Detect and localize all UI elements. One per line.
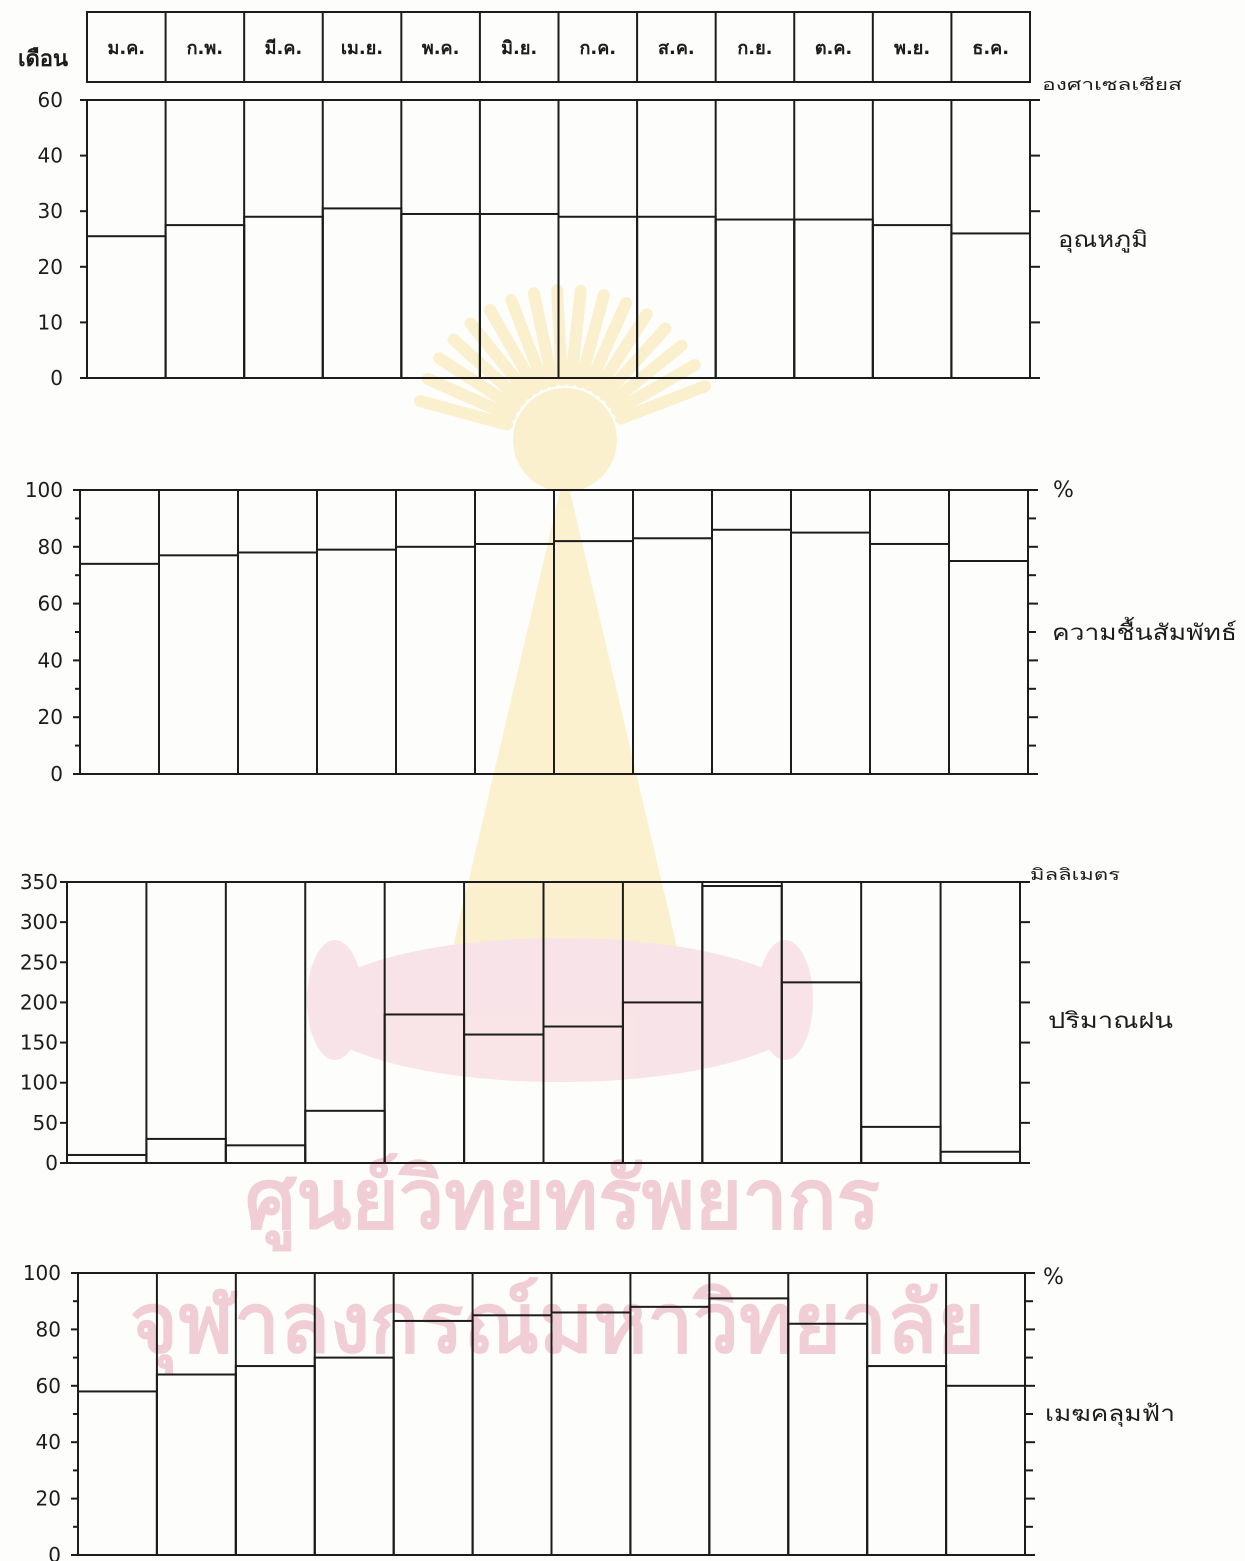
- x-axis-label: เดือน: [18, 47, 68, 72]
- emblem-ray: [574, 289, 610, 389]
- emblem-ray: [447, 333, 527, 406]
- emblem-ray: [505, 293, 550, 390]
- emblem-left-ornament: [307, 940, 363, 1060]
- month-label: ก.พ.: [187, 38, 223, 59]
- emblem-halo: [513, 388, 617, 492]
- y-tick-label: 250: [20, 950, 58, 974]
- y-tick-label: 0: [48, 1543, 61, 1561]
- emblem-base: [310, 938, 810, 1082]
- month-label: ส.ค.: [658, 38, 695, 59]
- y-tick-label: 40: [36, 1430, 61, 1454]
- emblem-ray: [599, 322, 672, 402]
- month-header: ม.ค. ก.พ. มี.ค. เม.ย. พ.ค. มิ.ย. ก.ค. ส.ค. ก.ย. ต…: [86, 11, 1031, 83]
- y-tick-label: 60: [38, 592, 63, 616]
- month-label: ก.ย.: [737, 38, 772, 59]
- emblem-ray: [527, 287, 559, 388]
- y-tick-label: 150: [20, 1031, 58, 1055]
- y-tick-label: 300: [20, 910, 58, 934]
- month-label: ม.ค.: [107, 38, 145, 59]
- month-label: มิ.ย.: [501, 38, 537, 59]
- y-tick-label: 30: [38, 199, 63, 223]
- y-tick-label: 20: [36, 1487, 61, 1511]
- month-label: เม.ย.: [341, 38, 383, 59]
- y-tick-label: 100: [23, 1261, 61, 1285]
- emblem-ray: [414, 395, 514, 431]
- y-tick-label: 100: [20, 1071, 58, 1095]
- series-label: อุณหภูมิ: [1058, 228, 1148, 253]
- emblem-ray: [583, 296, 633, 392]
- y-tick-label: 80: [36, 1317, 61, 1341]
- month-label: ก.ค.: [579, 38, 616, 59]
- y-tick-label: 40: [38, 648, 63, 672]
- emblem-ray: [433, 352, 521, 414]
- y-tick-label: 0: [50, 762, 63, 786]
- month-label: พ.ค.: [422, 38, 460, 59]
- emblem-ray: [565, 284, 587, 387]
- y-tick-label: 200: [20, 990, 58, 1014]
- series-label: ความชื้นสัมพัทธ์: [1052, 617, 1237, 646]
- emblem-right-ornament: [757, 940, 813, 1060]
- y-tick-label: 10: [38, 310, 63, 334]
- month-label: ต.ค.: [815, 38, 852, 59]
- y-tick-label: 350: [20, 870, 58, 894]
- month-label: พ.ย.: [894, 38, 930, 59]
- watermark-emblem: [307, 284, 813, 1082]
- watermark-text-line1: ศูนย์วิทยทรัพยากร: [245, 1150, 880, 1252]
- emblem-ray: [615, 380, 712, 425]
- y-tick-label: 80: [38, 535, 63, 559]
- y-tick-label: 0: [50, 366, 63, 390]
- emblem-ray: [605, 339, 688, 409]
- series-label: ปริมาณฝน: [1048, 1009, 1173, 1034]
- unit-label: %: [1053, 478, 1074, 503]
- emblem-ray: [484, 304, 541, 395]
- humidity-panel: 0 20 40 60 80 100 % ความชื้นสัมพัทธ์: [25, 478, 1237, 786]
- y-tick-label: 100: [25, 478, 63, 502]
- emblem-ray: [421, 372, 517, 422]
- watermark-text-line2: จุฬาลงกรณ์มหาวิทยาลัย: [130, 1274, 985, 1376]
- series-label: เมฆคลุมฟ้า: [1045, 1402, 1175, 1427]
- y-tick-label: 0: [45, 1151, 58, 1175]
- unit-label: มิลลิเมตร: [1030, 865, 1121, 884]
- emblem-ray: [610, 359, 701, 416]
- cloud-cover-panel: 0 20 40 60 80 100 % เมฆคลุมฟ้า: [23, 1261, 1175, 1561]
- y-tick-label: 40: [38, 144, 63, 168]
- temperature-panel: 0 10 20 30 40 60 องศาเซลเซียสอุณหภูมิ: [38, 75, 1183, 390]
- y-tick-label: 60: [38, 88, 63, 112]
- y-tick-label: 60: [36, 1374, 61, 1398]
- unit-label: %: [1043, 1265, 1064, 1290]
- y-tick-label: 20: [38, 705, 63, 729]
- y-tick-label: 20: [38, 255, 63, 279]
- y-tick-label: 50: [33, 1111, 58, 1135]
- month-label: ธ.ค.: [972, 38, 1009, 59]
- unit-label: องศาเซลเซียส: [1042, 75, 1182, 94]
- emblem-body: [450, 470, 680, 960]
- month-label: มี.ค.: [265, 38, 303, 59]
